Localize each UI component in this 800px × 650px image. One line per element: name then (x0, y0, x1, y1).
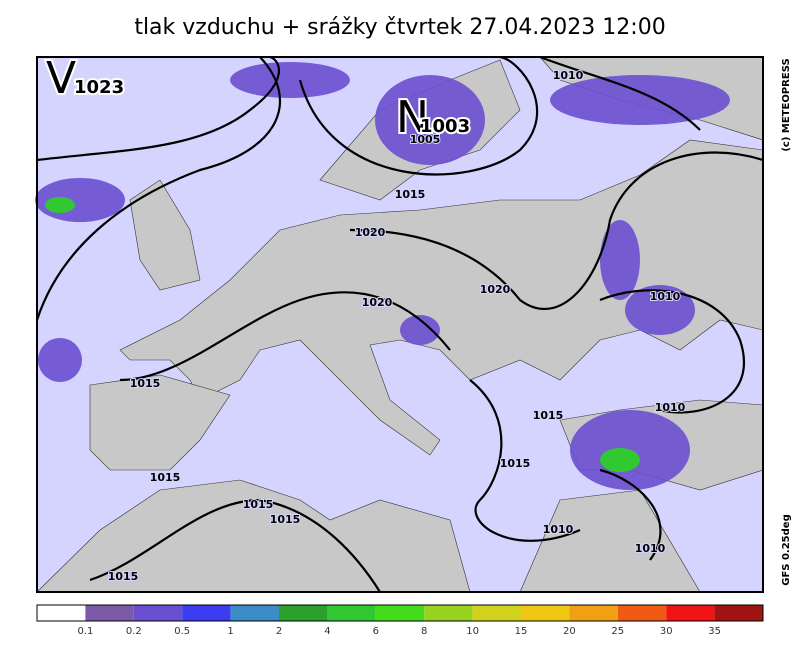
legend-swatch (714, 605, 763, 621)
isobar-labels: 1010 1015 1005 1020 1020 1020 1010 1015 … (107, 68, 687, 584)
isobar-label: 1020 (362, 296, 393, 309)
legend-swatch (521, 605, 570, 621)
color-legend: 0.1 0.2 0.5 1 2 4 6 8 10 15 20 25 30 35 (36, 604, 764, 637)
isobar-label: 1010 (553, 69, 584, 82)
isobars (35, 55, 764, 593)
legend-swatch (569, 605, 618, 621)
legend-label: 30 (660, 626, 673, 637)
isobar-label: 1020 (355, 226, 386, 239)
legend-label: 8 (421, 626, 427, 637)
legend-swatch (375, 605, 425, 621)
isobar-label: 1015 (150, 471, 181, 484)
land (129, 179, 201, 291)
map-frame (36, 56, 764, 593)
pressure-letter: N (396, 92, 429, 143)
land (89, 374, 231, 471)
legend-swatch (279, 605, 328, 621)
pressure-letter: V (46, 53, 76, 104)
legend-label: 0.2 (126, 626, 142, 637)
legend-swatch (133, 605, 183, 621)
isobar-label: 1005 (410, 133, 441, 146)
legend-swatch (666, 605, 715, 621)
land (36, 479, 471, 593)
credit: GFS 0.25deg (781, 514, 792, 586)
legend-swatch (37, 605, 86, 621)
isobar-label: 1015 (130, 377, 161, 390)
land (119, 139, 764, 456)
credit: (c) METEOPRESS (781, 58, 792, 151)
legend-swatch (472, 605, 521, 621)
legend-swatch (85, 605, 134, 621)
pressure-value: 1003 (420, 116, 470, 137)
legend-swatch (424, 605, 473, 621)
isobar-label: 1015 (395, 188, 426, 201)
legend-label: 0.5 (174, 626, 190, 637)
isobar-label: 1010 (655, 401, 686, 414)
isobar-label: 1015 (500, 457, 531, 470)
isobar-label: 1015 (243, 498, 274, 511)
isobar-label: 1015 (533, 409, 564, 422)
legend-swatch (327, 605, 376, 621)
high-pressure: V 1023 (44, 51, 126, 106)
legend-swatch (230, 605, 279, 621)
precipitation (35, 62, 730, 490)
legend-label: 0.1 (77, 626, 93, 637)
legend-label: 20 (563, 626, 576, 637)
isobar-label: 1010 (635, 542, 666, 555)
legend-label: 4 (324, 626, 330, 637)
legend-swatch (182, 605, 231, 621)
isobar-label: 1015 (108, 570, 139, 583)
legend-label: 6 (373, 626, 379, 637)
title: tlak vzduchu + srážky čtvrtek 27.04.2023… (134, 15, 665, 40)
isobar-label: 1015 (270, 513, 301, 526)
isobar-label: 1010 (543, 523, 574, 536)
legend-label: 35 (708, 626, 721, 637)
legend-label: 15 (515, 626, 528, 637)
legend-label: 1 (227, 626, 233, 637)
legend-swatch (617, 605, 667, 621)
low-pressure: N 1003 (394, 90, 472, 145)
pressure-value: 1023 (74, 77, 124, 98)
isobar-label: 1010 (650, 290, 681, 303)
legend-label: 25 (611, 626, 624, 637)
isobar-label: 1020 (480, 283, 511, 296)
legend-frame (36, 604, 764, 622)
legend-label: 10 (466, 626, 479, 637)
legend-label: 2 (276, 626, 282, 637)
map: 1010 1015 1005 1020 1020 1020 1010 1015 … (35, 51, 764, 593)
